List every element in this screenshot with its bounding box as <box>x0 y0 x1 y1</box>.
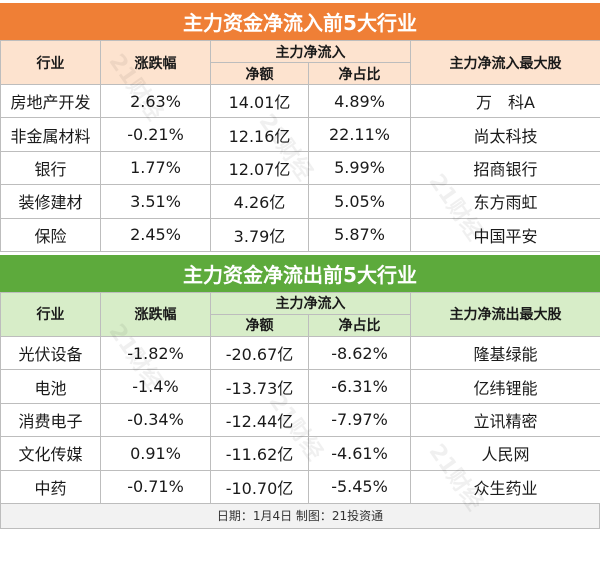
table-row: 房地产开发 2.63% 14.01亿 4.89% 万 科A <box>0 83 600 119</box>
net-cell: 14.01亿 <box>210 83 309 119</box>
inflow-rows: 房地产开发 2.63% 14.01亿 4.89% 万 科A 非金属材料 -0.2… <box>0 83 600 252</box>
change-cell: 1.77% <box>100 150 211 186</box>
stock-cell: 亿纬锂能 <box>410 369 600 404</box>
table-row: 银行 1.77% 12.07亿 5.99% 招商银行 <box>0 150 600 186</box>
change-cell: 2.45% <box>100 217 211 252</box>
stock-cell: 立讯精密 <box>410 402 600 438</box>
outflow-header-net: 净额 <box>210 313 309 337</box>
table-row: 消费电子 -0.34% -12.44亿 -7.97% 立讯精密 <box>0 402 600 438</box>
change-cell: 3.51% <box>100 184 211 219</box>
industry-cell: 房地产开发 <box>0 83 101 119</box>
inflow-header-change: 涨跌幅 <box>100 40 211 85</box>
change-cell: 0.91% <box>100 436 211 471</box>
change-cell: -1.4% <box>100 369 211 404</box>
change-cell: -0.21% <box>100 117 211 152</box>
industry-cell: 消费电子 <box>0 402 101 438</box>
table-row: 中药 -0.71% -10.70亿 -5.45% 众生药业 <box>0 469 600 504</box>
industry-cell: 光伏设备 <box>0 335 101 371</box>
table-row: 光伏设备 -1.82% -20.67亿 -8.62% 隆基绿能 <box>0 335 600 371</box>
industry-cell: 银行 <box>0 150 101 186</box>
stock-cell: 尚太科技 <box>410 117 600 152</box>
ratio-cell: -6.31% <box>308 369 411 404</box>
industry-cell: 中药 <box>0 469 101 504</box>
net-cell: -13.73亿 <box>210 369 309 404</box>
ratio-cell: -4.61% <box>308 436 411 471</box>
ratio-cell: 5.05% <box>308 184 411 219</box>
ratio-cell: 22.11% <box>308 117 411 152</box>
net-cell: -10.70亿 <box>210 469 309 504</box>
ratio-cell: -7.97% <box>308 402 411 438</box>
inflow-header-top-stock: 主力净流入最大股 <box>410 40 600 85</box>
outflow-header-group: 主力净流入 <box>210 291 411 315</box>
inflow-header-industry: 行业 <box>0 40 101 85</box>
table-row: 保险 2.45% 3.79亿 5.87% 中国平安 <box>0 217 600 252</box>
industry-cell: 文化传媒 <box>0 436 101 471</box>
industry-cell: 保险 <box>0 217 101 252</box>
outflow-section: 主力资金净流出前5大行业 行业 涨跌幅 主力净流入 主力净流出最大股 净额 净占… <box>0 251 600 529</box>
inflow-header-ratio: 净占比 <box>308 62 411 85</box>
change-cell: 2.63% <box>100 83 211 119</box>
table-row: 装修建材 3.51% 4.26亿 5.05% 东方雨虹 <box>0 184 600 219</box>
outflow-rows: 光伏设备 -1.82% -20.67亿 -8.62% 隆基绿能 电池 -1.4%… <box>0 335 600 504</box>
stock-cell: 中国平安 <box>410 217 600 252</box>
outflow-header-industry: 行业 <box>0 291 101 337</box>
stock-cell: 隆基绿能 <box>410 335 600 371</box>
ratio-cell: -5.45% <box>308 469 411 504</box>
net-cell: 4.26亿 <box>210 184 309 219</box>
stock-cell: 人民网 <box>410 436 600 471</box>
change-cell: -1.82% <box>100 335 211 371</box>
inflow-title: 主力资金净流入前5大行业 <box>0 0 600 40</box>
net-cell: 3.79亿 <box>210 217 309 252</box>
net-cell: 12.16亿 <box>210 117 309 152</box>
stock-cell: 众生药业 <box>410 469 600 504</box>
outflow-header-ratio: 净占比 <box>308 313 411 337</box>
net-cell: -20.67亿 <box>210 335 309 371</box>
ratio-cell: 4.89% <box>308 83 411 119</box>
net-cell: -11.62亿 <box>210 436 309 471</box>
stock-cell: 招商银行 <box>410 150 600 186</box>
industry-cell: 非金属材料 <box>0 117 101 152</box>
footer-credit: 日期：1月4日 制图：21投资通 <box>0 503 600 529</box>
inflow-header-group: 主力净流入 <box>210 40 411 63</box>
inflow-header-net: 净额 <box>210 62 309 85</box>
outflow-title: 主力资金净流出前5大行业 <box>0 251 600 292</box>
outflow-header-top-stock: 主力净流出最大股 <box>410 291 600 337</box>
ratio-cell: 5.87% <box>308 217 411 252</box>
industry-cell: 电池 <box>0 369 101 404</box>
table-row: 电池 -1.4% -13.73亿 -6.31% 亿纬锂能 <box>0 369 600 404</box>
inflow-section: 主力资金净流入前5大行业 行业 涨跌幅 主力净流入 主力净流入最大股 净额 净占… <box>0 0 600 252</box>
industry-cell: 装修建材 <box>0 184 101 219</box>
ratio-cell: 5.99% <box>308 150 411 186</box>
stock-cell: 万 科A <box>410 83 600 119</box>
table-row: 非金属材料 -0.21% 12.16亿 22.11% 尚太科技 <box>0 117 600 152</box>
change-cell: -0.71% <box>100 469 211 504</box>
table-row: 文化传媒 0.91% -11.62亿 -4.61% 人民网 <box>0 436 600 471</box>
stock-cell: 东方雨虹 <box>410 184 600 219</box>
change-cell: -0.34% <box>100 402 211 438</box>
ratio-cell: -8.62% <box>308 335 411 371</box>
outflow-table: 行业 涨跌幅 主力净流入 主力净流出最大股 净额 净占比 光伏设备 -1.82%… <box>0 291 600 504</box>
outflow-header-change: 涨跌幅 <box>100 291 211 337</box>
inflow-table: 行业 涨跌幅 主力净流入 主力净流入最大股 净额 净占比 房地产开发 2.63%… <box>0 40 600 252</box>
net-cell: 12.07亿 <box>210 150 309 186</box>
net-cell: -12.44亿 <box>210 402 309 438</box>
